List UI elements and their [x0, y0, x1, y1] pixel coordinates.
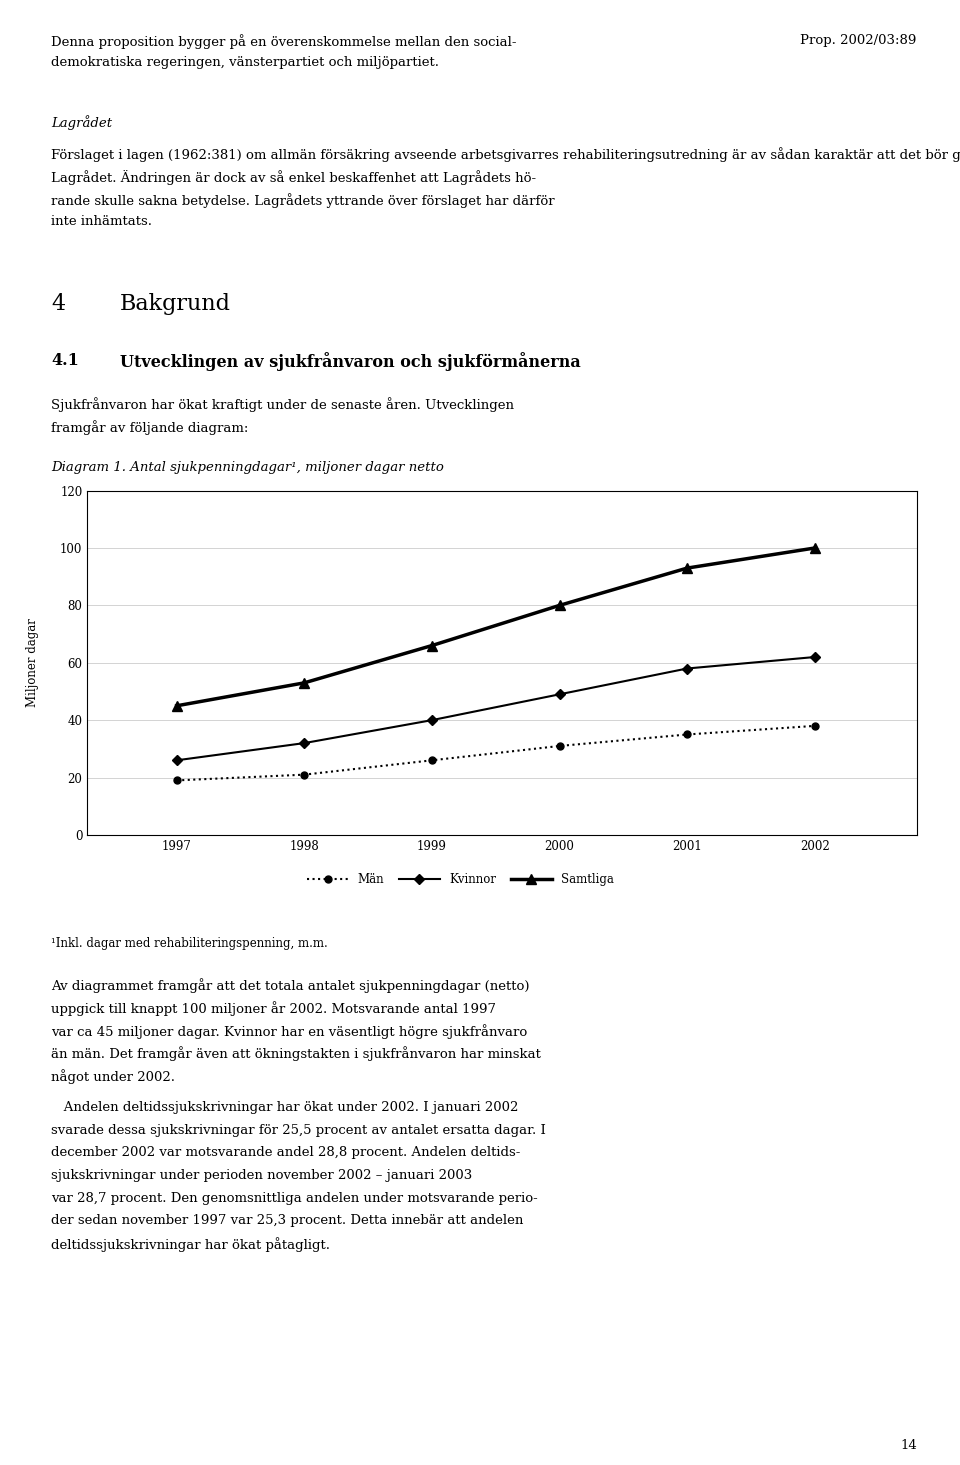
Text: der sedan november 1997 var 25,3 procent. Detta innebär att andelen: der sedan november 1997 var 25,3 procent… [51, 1214, 523, 1228]
Text: svarade dessa sjukskrivningar för 25,5 procent av antalet ersatta dagar. I: svarade dessa sjukskrivningar för 25,5 p… [51, 1124, 545, 1137]
Text: 14: 14 [900, 1439, 917, 1452]
Text: Utvecklingen av sjukfrånvaron och sjukförmånerna: Utvecklingen av sjukfrånvaron och sjukfö… [120, 352, 581, 371]
Text: var 28,7 procent. Den genomsnittliga andelen under motsvarande perio-: var 28,7 procent. Den genomsnittliga and… [51, 1191, 538, 1204]
Text: något under 2002.: något under 2002. [51, 1069, 175, 1084]
Text: inte inhämtats.: inte inhämtats. [51, 215, 152, 229]
Y-axis label: Miljoner dagar: Miljoner dagar [26, 618, 39, 708]
Text: rande skulle sakna betydelse. Lagrådets yttrande över förslaget har därför: rande skulle sakna betydelse. Lagrådets … [51, 193, 555, 208]
Text: december 2002 var motsvarande andel 28,8 procent. Andelen deltids-: december 2002 var motsvarande andel 28,8… [51, 1146, 520, 1159]
Text: Förslaget i lagen (1962:381) om allmän försäkring avseende arbetsgivarres rehabi: Förslaget i lagen (1962:381) om allmän f… [51, 148, 960, 163]
Text: Andelen deltidssjukskrivningar har ökat under 2002. I januari 2002: Andelen deltidssjukskrivningar har ökat … [51, 1100, 518, 1113]
Text: uppgick till knappt 100 miljoner år 2002. Motsvarande antal 1997: uppgick till knappt 100 miljoner år 2002… [51, 1001, 496, 1015]
Text: demokratiska regeringen, vänsterpartiet och miljöpartiet.: demokratiska regeringen, vänsterpartiet … [51, 56, 439, 69]
Text: framgår av följande diagram:: framgår av följande diagram: [51, 419, 249, 435]
Text: 4.1: 4.1 [51, 352, 79, 369]
Text: Bakgrund: Bakgrund [120, 293, 231, 315]
Text: Prop. 2002/03:89: Prop. 2002/03:89 [801, 34, 917, 47]
Text: deltidssjukskrivningar har ökat påtagligt.: deltidssjukskrivningar har ökat påtaglig… [51, 1236, 330, 1253]
Text: Sjukfrånvaron har ökat kraftigt under de senaste åren. Utvecklingen: Sjukfrånvaron har ökat kraftigt under de… [51, 397, 514, 412]
Text: Denna proposition bygger på en överenskommelse mellan den social-: Denna proposition bygger på en överensko… [51, 34, 516, 48]
Text: Av diagrammet framgår att det totala antalet sjukpenningdagar (netto): Av diagrammet framgår att det totala ant… [51, 979, 529, 993]
Text: än män. Det framgår även att ökningstakten i sjukfrånvaron har minskat: än män. Det framgår även att ökningstakt… [51, 1046, 540, 1061]
Text: ¹Inkl. dagar med rehabiliteringspenning, m.m.: ¹Inkl. dagar med rehabiliteringspenning,… [51, 938, 327, 951]
Text: 4: 4 [51, 293, 65, 315]
Legend: Män, Kvinnor, Samtliga: Män, Kvinnor, Samtliga [302, 869, 619, 891]
Text: Diagram 1. Antal sjukpenningdagar¹, miljoner dagar netto: Diagram 1. Antal sjukpenningdagar¹, milj… [51, 460, 444, 473]
Text: Lagrådet: Lagrådet [51, 116, 112, 130]
Text: Lagrådet. Ändringen är dock av så enkel beskaffenhet att Lagrådets hö-: Lagrådet. Ändringen är dock av så enkel … [51, 170, 536, 185]
Text: sjukskrivningar under perioden november 2002 – januari 2003: sjukskrivningar under perioden november … [51, 1169, 472, 1182]
Text: var ca 45 miljoner dagar. Kvinnor har en väsentligt högre sjukfrånvaro: var ca 45 miljoner dagar. Kvinnor har en… [51, 1024, 527, 1039]
